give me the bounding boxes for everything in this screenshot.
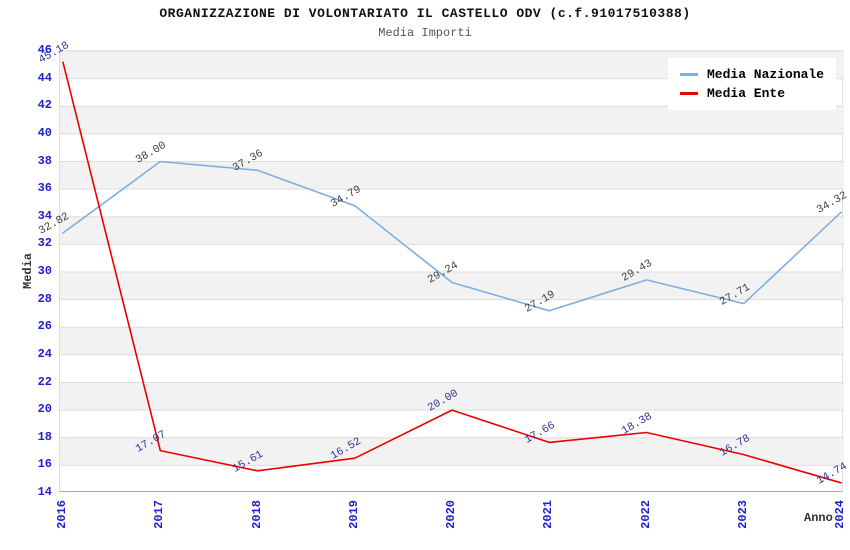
- grid-band: [60, 382, 844, 411]
- legend-line-marker-icon: [680, 92, 698, 95]
- plot-area: [59, 50, 844, 492]
- legend-line-marker-icon: [680, 73, 698, 76]
- y-tick-label: 32: [37, 236, 52, 251]
- x-axis-label: Anno: [804, 511, 833, 525]
- chart-title: ORGANIZZAZIONE DI VOLONTARIATO IL CASTEL…: [159, 6, 691, 21]
- chart-subtitle: Media Importi: [378, 26, 472, 40]
- y-tick-label: 18: [37, 429, 52, 444]
- y-tick-label: 30: [37, 264, 52, 278]
- y-tick-label: 38: [37, 153, 52, 168]
- y-tick-label: 20: [37, 402, 52, 417]
- y-tick-label: 22: [37, 374, 52, 389]
- y-tick-label: 14: [37, 485, 52, 499]
- legend-label: Media Ente: [707, 86, 786, 101]
- plot-svg: [60, 50, 844, 484]
- legend: Media Nazionale Media Ente: [668, 58, 837, 110]
- y-tick-label: 44: [37, 70, 52, 85]
- legend-label: Media Nazionale: [707, 67, 825, 82]
- legend-item-media-nazionale: Media Nazionale: [680, 65, 824, 84]
- y-tick-label: 26: [37, 319, 52, 334]
- x-tick-label: 2023: [735, 500, 750, 529]
- legend-item-media-ente: Media Ente: [680, 84, 824, 103]
- x-tick-label: 2016: [55, 500, 69, 529]
- grid-band: [60, 161, 844, 190]
- grid-band: [60, 106, 844, 134]
- y-tick-label: 42: [37, 98, 52, 113]
- x-tick-label: 2021: [541, 500, 556, 529]
- grid-band: [60, 437, 844, 466]
- x-tick-label: 2017: [152, 500, 167, 529]
- x-tick-label: 2022: [638, 500, 653, 529]
- y-tick-label: 46: [37, 43, 52, 57]
- series-line-media-ente: [62, 61, 842, 484]
- x-tick-label: 2018: [249, 500, 264, 529]
- grid-band: [60, 216, 844, 245]
- x-tick-label: 2020: [444, 500, 458, 529]
- y-tick-label: 24: [37, 346, 52, 361]
- x-tick-label: 2024: [833, 500, 847, 529]
- y-tick-label: 28: [37, 291, 52, 306]
- y-tick-label: 40: [37, 125, 52, 140]
- grid-band: [60, 272, 844, 300]
- y-tick-label: 34: [37, 208, 52, 223]
- grid-band: [60, 327, 844, 355]
- y-axis-label: Media: [21, 252, 35, 290]
- y-tick-label: 36: [37, 181, 52, 196]
- series-line-media-nazionale: [62, 160, 842, 312]
- y-tick-label: 16: [37, 457, 52, 472]
- x-tick-label: 2019: [346, 500, 361, 529]
